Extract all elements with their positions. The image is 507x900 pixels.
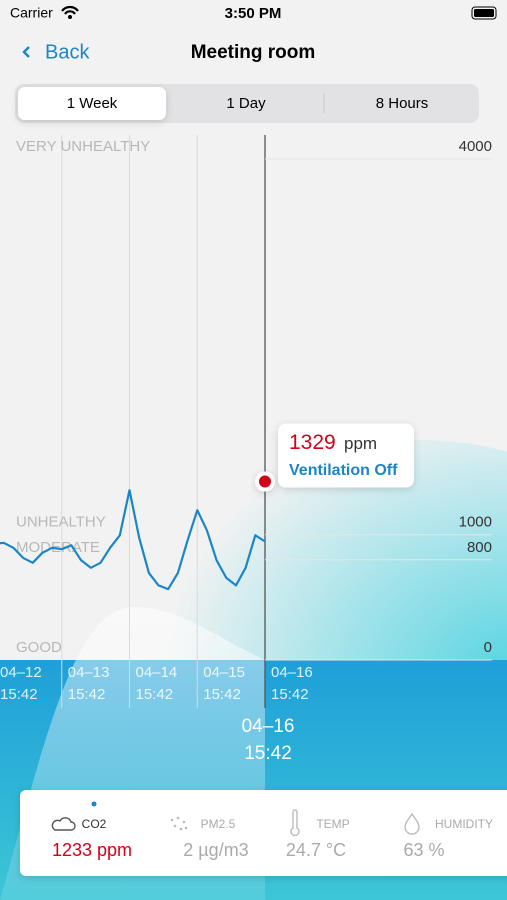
zone-label: GOOD (16, 639, 62, 656)
reading-value: 63 % (403, 840, 444, 860)
segment-selected (18, 87, 166, 120)
x-tick-time: 15:42 (203, 686, 241, 703)
x-tick-date: 04–14 (136, 664, 178, 681)
selected-point-core (259, 475, 271, 488)
co2-icon (51, 817, 76, 831)
x-tick-date: 04–16 (271, 664, 313, 681)
reading-value: 24.7 °C (286, 840, 346, 860)
x-tick-time: 15:42 (136, 686, 174, 703)
y-tick-label: 4000 (459, 138, 492, 155)
chart: 04–12 15:42 04–13 15:42 04–14 15:42 04–15 15:42… (0, 135, 492, 764)
tooltip (278, 423, 414, 488)
back-chevron[interactable] (22, 46, 30, 58)
y-tick-label: 1000 (459, 514, 492, 531)
selected-time: 15:42 (244, 743, 292, 764)
nav-title: Meeting room (191, 42, 316, 63)
tooltip-unit: ppm (344, 434, 377, 453)
wifi-dot (68, 15, 72, 19)
carrier: Carrier (10, 5, 53, 21)
zone-label: VERY UNHEALTHY (16, 138, 150, 155)
battery-level (474, 9, 494, 17)
x-tick-date: 04–15 (203, 664, 245, 681)
humidity-icon (404, 812, 420, 835)
reading-name[interactable]: TEMP (316, 817, 349, 831)
clock: 3:50 PM (225, 5, 282, 22)
x-tick-date: 04–12 (0, 664, 42, 681)
page-indicator (91, 801, 97, 807)
selected-date: 04–16 (242, 716, 295, 737)
x-tick-date: 04–13 (68, 664, 110, 681)
wifi-icon (61, 5, 79, 15)
battery (471, 6, 497, 20)
y-tick-label: 0 (484, 639, 492, 656)
tooltip-value: 1329 (289, 431, 336, 454)
pm-icon (170, 816, 188, 831)
reading-name[interactable]: PM2.5 (201, 817, 236, 831)
segment-tab[interactable]: 1 Week (67, 95, 118, 112)
temp-icon (290, 809, 300, 837)
reading-value: 2 µg/m3 (183, 840, 248, 860)
reading-name[interactable]: CO2 (82, 817, 107, 831)
reading-name[interactable]: HUMIDITY (435, 817, 493, 831)
y-tick-label: 800 (467, 539, 492, 556)
co2-line (0, 489, 266, 591)
back-button[interactable]: Back (45, 41, 90, 63)
segment-tab[interactable]: 8 Hours (376, 95, 429, 112)
x-tick-time: 15:42 (68, 686, 106, 703)
reading-value: 1233 ppm (52, 840, 132, 860)
x-tick-time: 15:42 (0, 686, 38, 703)
zone-label: UNHEALTHY (16, 514, 106, 531)
readings-card (20, 790, 507, 876)
segment-tab[interactable]: 1 Day (226, 95, 266, 112)
tooltip-status: Ventilation Off (289, 462, 398, 479)
zone-label: MODERATE (16, 539, 100, 556)
x-tick-time: 15:42 (271, 686, 309, 703)
